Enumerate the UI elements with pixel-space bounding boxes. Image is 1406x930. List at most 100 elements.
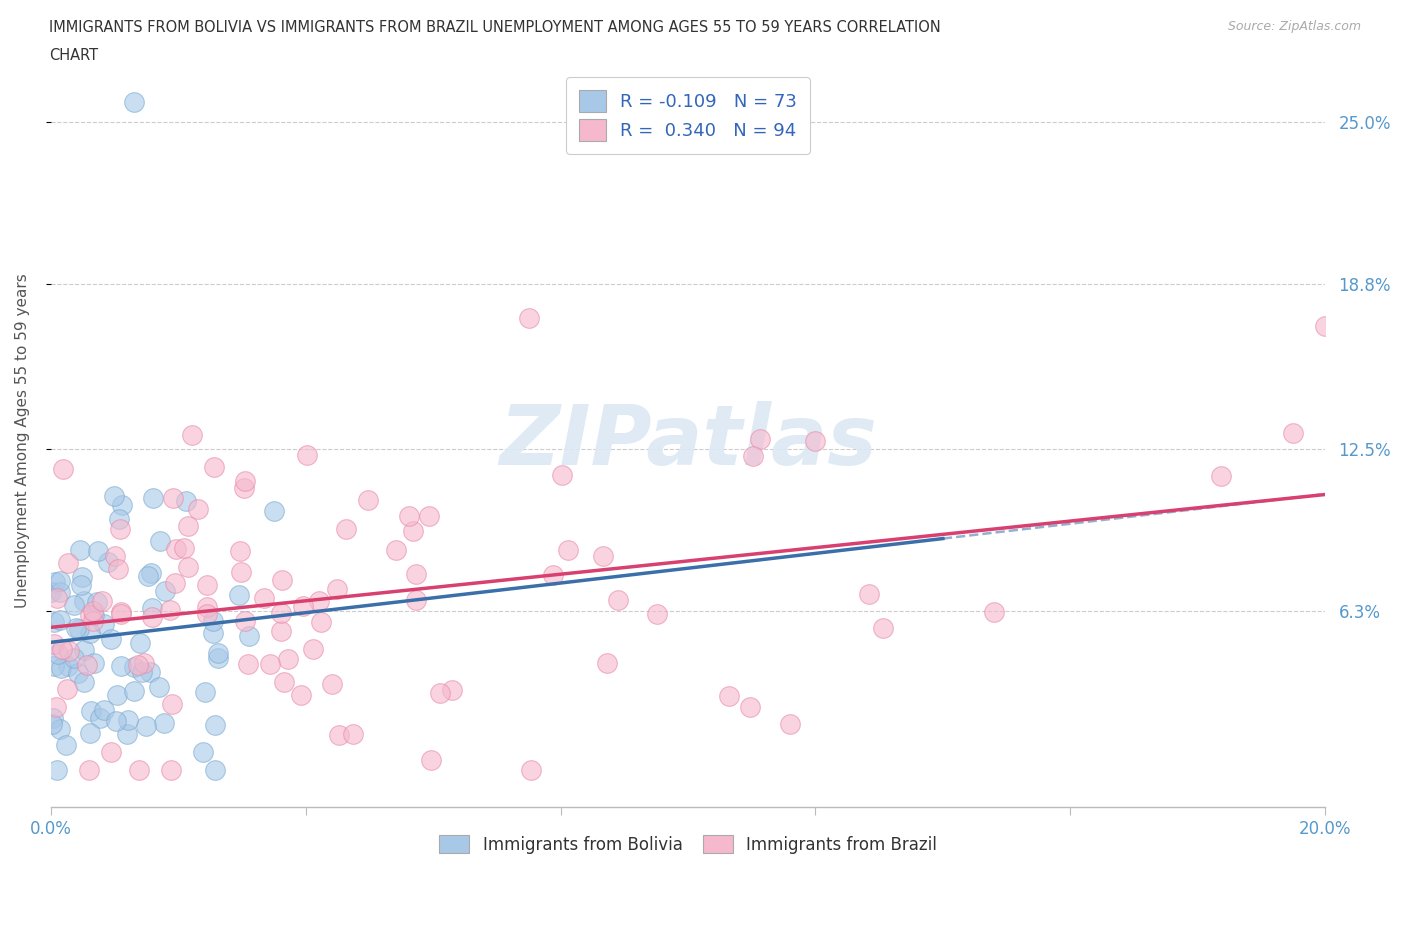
Point [132, 656, 155, 671]
Legend: Immigrants from Bolivia, Immigrants from Brazil: Immigrants from Bolivia, Immigrants from… [433, 829, 943, 860]
Point [740, 699, 762, 714]
Point [270, 623, 292, 638]
Point [207, 645, 229, 660]
Point [139, 665, 162, 680]
Point [398, 509, 420, 524]
Point [551, 468, 574, 483]
Point [259, 657, 281, 671]
Point [49, 585, 72, 600]
Point [236, 657, 259, 671]
Point [356, 492, 378, 507]
Point [110, 658, 132, 673]
Point [160, 697, 183, 711]
Point [45, 699, 67, 714]
Point [405, 593, 427, 608]
Point [429, 685, 451, 700]
Point [191, 744, 214, 759]
Point [195, 606, 218, 621]
Point [82, 613, 104, 628]
Point [321, 677, 343, 692]
Point [91, 593, 114, 608]
Point [49, 660, 72, 675]
Point [385, 543, 408, 558]
Point [271, 573, 294, 588]
Text: ZIPatlas: ZIPatlas [499, 401, 877, 482]
Point [111, 498, 134, 512]
Point [67, 622, 90, 637]
Point [97, 555, 120, 570]
Point [66, 666, 89, 681]
Point [207, 651, 229, 666]
Point [405, 566, 427, 581]
Point [42, 614, 65, 629]
Point [309, 615, 332, 630]
Point [607, 593, 630, 608]
Point [173, 541, 195, 556]
Point [117, 726, 139, 741]
Point [135, 718, 157, 733]
Point [749, 432, 772, 446]
Point [195, 600, 218, 615]
Point [107, 561, 129, 576]
Point [228, 588, 250, 603]
Point [517, 311, 540, 325]
Point [107, 512, 129, 526]
Point [63, 598, 86, 613]
Point [163, 576, 186, 591]
Point [58, 644, 80, 658]
Point [741, 449, 763, 464]
Point [42, 711, 65, 725]
Point [127, 658, 149, 672]
Point [292, 599, 315, 614]
Point [122, 659, 145, 674]
Point [520, 763, 543, 777]
Point [83, 608, 105, 623]
Point [56, 556, 79, 571]
Point [52, 461, 75, 476]
Point [402, 523, 425, 538]
Point [70, 570, 93, 585]
Point [197, 578, 219, 592]
Y-axis label: Unemployment Among Ages 55 to 59 years: Unemployment Among Ages 55 to 59 years [15, 273, 30, 608]
Point [49, 574, 72, 589]
Point [295, 447, 318, 462]
Point [48, 722, 70, 737]
Point [69, 542, 91, 557]
Point [141, 601, 163, 616]
Point [55, 737, 77, 752]
Point [596, 655, 619, 670]
Point [162, 490, 184, 505]
Point [645, 606, 668, 621]
Point [176, 494, 198, 509]
Point [69, 578, 91, 592]
Text: Source: ZipAtlas.com: Source: ZipAtlas.com [1227, 20, 1361, 33]
Point [87, 543, 110, 558]
Point [165, 541, 187, 556]
Point [194, 684, 217, 699]
Point [858, 586, 880, 601]
Point [557, 542, 579, 557]
Point [93, 617, 115, 631]
Point [202, 625, 225, 640]
Point [177, 560, 200, 575]
Point [110, 606, 132, 621]
Point [63, 650, 86, 665]
Point [39, 584, 62, 599]
Point [160, 763, 183, 777]
Point [142, 491, 165, 506]
Point [82, 604, 104, 618]
Point [717, 688, 740, 703]
Point [110, 604, 132, 619]
Point [83, 656, 105, 671]
Point [139, 565, 162, 580]
Point [328, 727, 350, 742]
Point [76, 658, 98, 673]
Point [231, 565, 253, 579]
Point [1315, 318, 1337, 333]
Point [105, 713, 128, 728]
Point [141, 609, 163, 624]
Point [128, 763, 150, 777]
Point [177, 518, 200, 533]
Point [129, 635, 152, 650]
Point [804, 433, 827, 448]
